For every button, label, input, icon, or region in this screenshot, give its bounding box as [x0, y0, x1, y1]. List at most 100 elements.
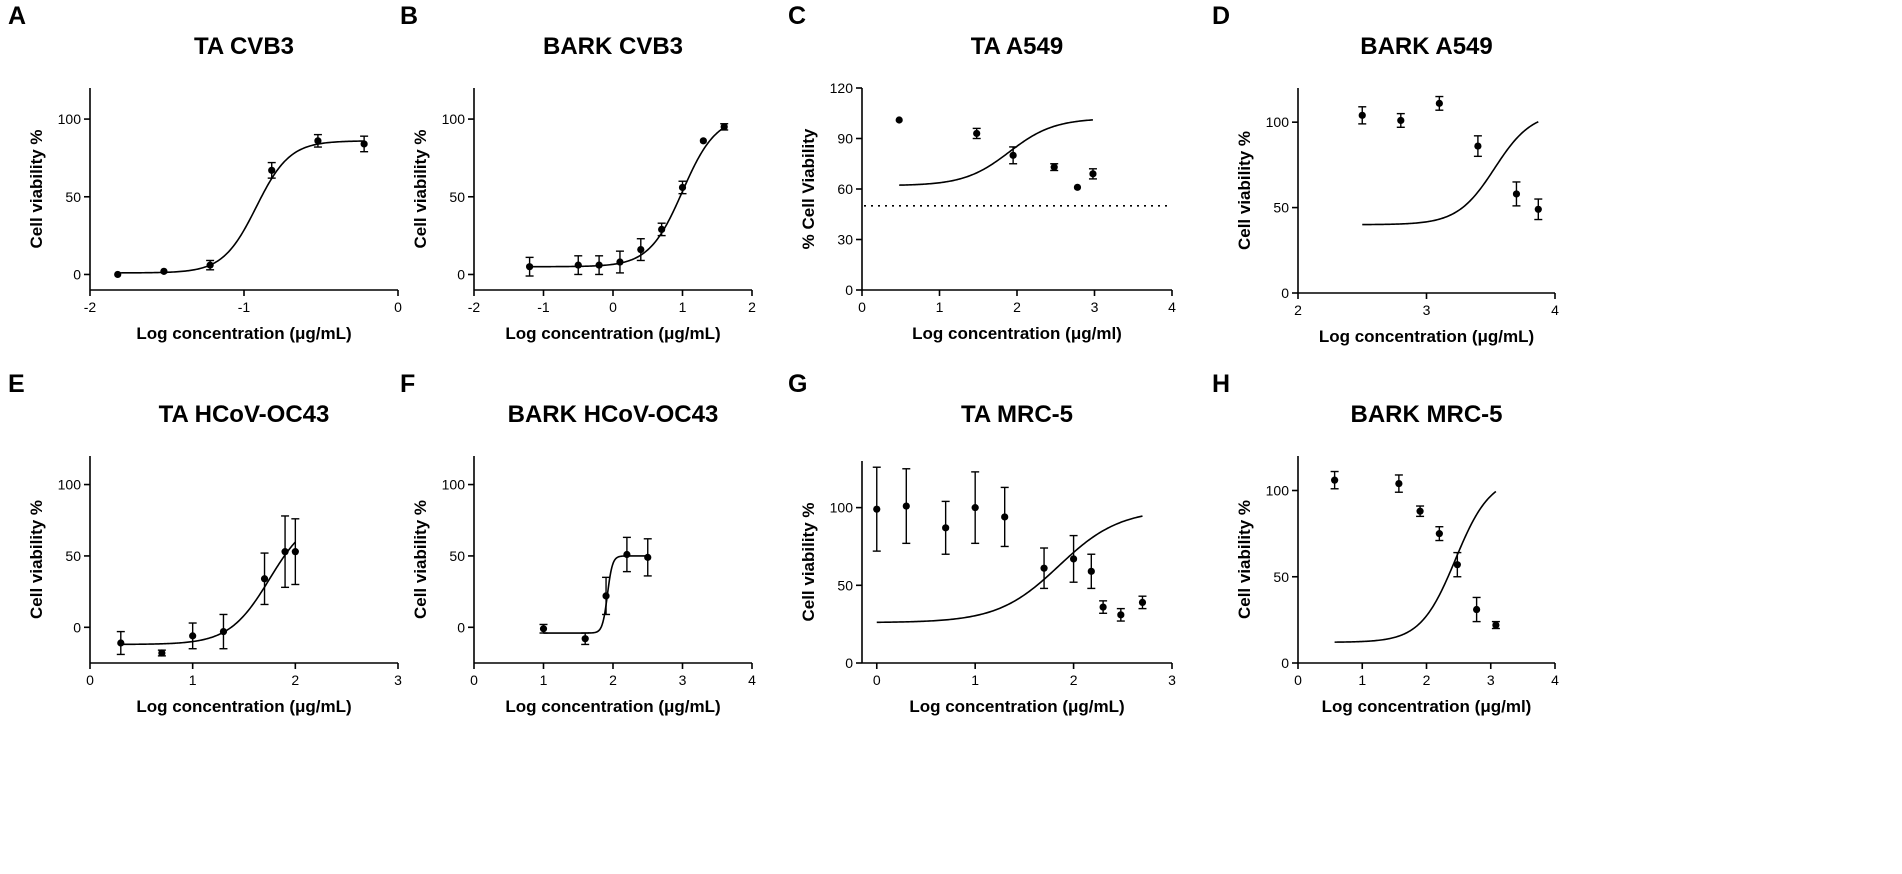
- y-tick-label: 100: [58, 111, 82, 127]
- y-tick-label: 0: [1281, 655, 1289, 671]
- data-point: [281, 548, 289, 556]
- data-point: [268, 166, 276, 174]
- y-tick-label: 50: [65, 189, 81, 205]
- data-point: [1395, 480, 1403, 488]
- data-point: [1040, 564, 1048, 572]
- chart-panel-e: E TA HCoV-OC43 0 1 2 3 0 50 100 Log concentration…: [8, 370, 402, 716]
- data-point: [574, 261, 582, 269]
- y-tick-label: 100: [442, 111, 466, 127]
- chart-title: BARK MRC-5: [1351, 401, 1503, 428]
- fit-curve: [117, 140, 365, 274]
- x-tick-label: 2: [1013, 299, 1021, 315]
- data-point: [678, 183, 687, 192]
- data-point: [1099, 603, 1107, 611]
- y-tick-label: 30: [837, 232, 853, 248]
- y-tick-label: 0: [1281, 285, 1289, 301]
- x-tick-label: 4: [1551, 302, 1559, 318]
- x-tick-label: 3: [394, 672, 402, 688]
- x-tick-label: 2: [1423, 672, 1431, 688]
- y-tick-label: 0: [457, 619, 465, 635]
- x-tick-label: 0: [1294, 672, 1302, 688]
- chart-title: TA MRC-5: [961, 401, 1073, 428]
- y-tick-label: 0: [457, 266, 465, 282]
- data-point: [971, 504, 979, 512]
- data-point: [1492, 621, 1500, 629]
- chart-panel-g: G TA MRC-5 0 1 2 3 0 50 100 Log concentration (μg…: [788, 370, 1176, 716]
- chart-title: BARK HCoV-OC43: [508, 401, 719, 428]
- y-axis-label: Cell viability %: [799, 502, 818, 621]
- data-point: [219, 627, 228, 636]
- x-axis-label: Log concentration (μg/mL): [136, 697, 351, 716]
- y-tick-label: 50: [1273, 200, 1289, 216]
- data-point: [1331, 476, 1339, 484]
- x-axis-label: Log concentration (μg/ml): [1322, 697, 1532, 716]
- data-point: [1138, 598, 1147, 607]
- y-axis-label: Cell viability %: [27, 129, 46, 248]
- chart-panel-c: C TA A549 0 1 2 3 4 0 30 60 90 120 Log concentration…: [788, 2, 1176, 343]
- x-tick-label: -1: [238, 299, 251, 315]
- fit-curve: [876, 515, 1143, 624]
- x-tick-label: 1: [679, 299, 687, 315]
- x-tick-label: -2: [84, 299, 97, 315]
- y-tick-label: 100: [830, 500, 854, 516]
- data-point: [595, 261, 603, 269]
- data-point: [1473, 605, 1481, 614]
- x-tick-label: 2: [1070, 672, 1078, 688]
- x-tick-label: 3: [679, 672, 687, 688]
- data-point: [1534, 205, 1542, 213]
- x-axis-label: Log concentration (μg/mL): [136, 324, 351, 343]
- x-tick-label: 0: [609, 299, 617, 315]
- y-axis-label: Cell viability %: [411, 500, 430, 619]
- data-point: [1416, 507, 1424, 515]
- data-point: [1009, 151, 1017, 159]
- data-point: [1089, 170, 1097, 178]
- x-tick-label: 4: [1551, 672, 1559, 688]
- y-tick-label: 100: [1266, 483, 1290, 499]
- y-axis-label: Cell viability %: [27, 500, 46, 619]
- x-tick-label: 0: [470, 672, 478, 688]
- data-point: [1069, 555, 1078, 563]
- data-point: [1087, 567, 1095, 575]
- data-point: [637, 246, 645, 254]
- y-tick-label: 60: [837, 181, 853, 197]
- x-tick-label: -1: [537, 299, 550, 315]
- x-tick-label: 3: [1423, 302, 1431, 318]
- data-point: [658, 225, 666, 233]
- y-tick-label: 0: [73, 619, 81, 635]
- panel-label: D: [1212, 2, 1230, 30]
- y-tick-label: 50: [1273, 569, 1289, 585]
- y-tick-label: 90: [837, 131, 853, 147]
- fit-curve: [899, 119, 1094, 186]
- data-point: [539, 625, 548, 633]
- y-tick-label: 50: [449, 189, 465, 205]
- x-axis-label: Log concentration (μg/mL): [1319, 327, 1534, 346]
- data-point: [189, 632, 197, 640]
- x-tick-label: 2: [748, 299, 756, 315]
- chart-title: TA CVB3: [194, 33, 294, 60]
- data-point: [623, 550, 631, 559]
- x-tick-label: 0: [858, 299, 866, 315]
- x-tick-label: 3: [1487, 672, 1495, 688]
- chart-title: TA A549: [971, 33, 1063, 60]
- data-point: [942, 524, 950, 532]
- x-axis-label: Log concentration (μg/mL): [909, 697, 1124, 716]
- data-point: [360, 140, 368, 148]
- y-axis-label: Cell viability %: [411, 129, 430, 248]
- x-tick-label: 1: [1358, 672, 1366, 688]
- y-tick-label: 50: [837, 577, 853, 593]
- data-point: [260, 575, 269, 583]
- y-axis-label: Cell viability %: [1235, 131, 1254, 250]
- x-tick-label: 1: [971, 672, 979, 688]
- fit-curve: [1334, 490, 1497, 643]
- chart-panel-d: D BARK A549 2 3 4 0 50 100 Log concentration (μg…: [1212, 2, 1559, 346]
- y-tick-label: 0: [73, 266, 81, 282]
- data-point: [1358, 111, 1366, 119]
- x-tick-label: -2: [468, 299, 481, 315]
- x-tick-label: 2: [609, 672, 617, 688]
- y-tick-label: 120: [830, 80, 854, 96]
- data-point: [158, 649, 166, 657]
- data-point: [720, 123, 728, 131]
- data-point: [616, 258, 624, 266]
